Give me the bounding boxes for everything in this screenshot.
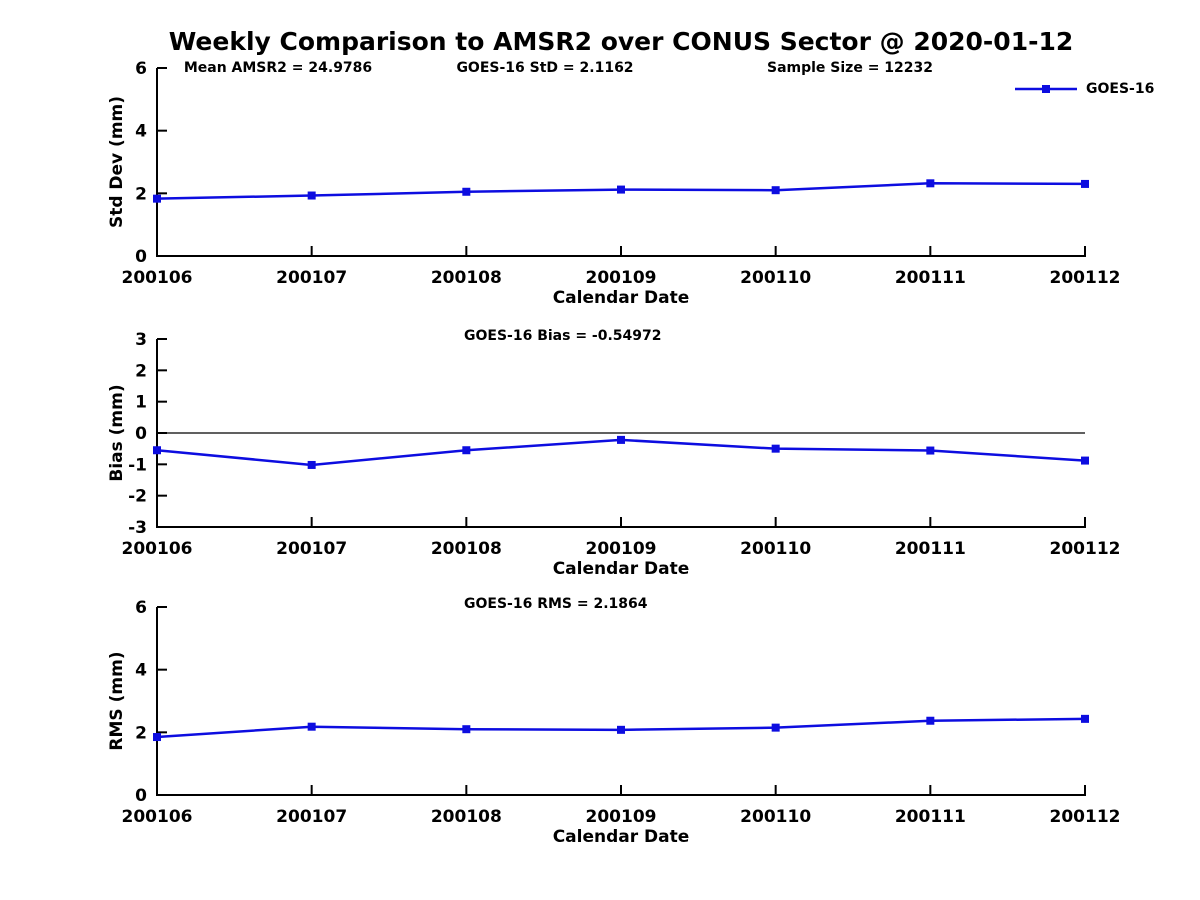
rms-x-tick-label: 200112 [1050, 807, 1121, 827]
rms-x-tick-label: 200111 [895, 807, 966, 827]
figure-title: Weekly Comparison to AMSR2 over CONUS Se… [168, 27, 1074, 56]
bias-y-tick-label: -2 [128, 487, 147, 507]
bias-data-marker [617, 435, 625, 444]
std-dev-data-marker [462, 187, 471, 196]
bias-x-tick-label: 200111 [895, 539, 966, 559]
bias-y-tick-label: 1 [135, 393, 147, 413]
std-dev-y-tick-label: 6 [135, 59, 147, 79]
rms-data-marker [771, 723, 780, 732]
bias-y-axis-label: Bias (mm) [107, 384, 127, 481]
chart-bias: -3 -2 -1 0 1 2 3 200106 200107 200108 200109 200110… [107, 330, 1120, 579]
bias-y-tick-label: 2 [135, 361, 147, 381]
rms-y-axis-label: RMS (mm) [107, 651, 127, 750]
bias-data-marker [926, 446, 935, 455]
bias-data-marker [307, 460, 316, 469]
std-dev-x-tick-label: 200106 [122, 268, 193, 288]
std-dev-x-tick-label: 200111 [895, 268, 966, 288]
bias-x-tick-label: 200108 [431, 539, 502, 559]
rms-x-tick-label: 200108 [431, 807, 502, 827]
legend: GOES-16 [1014, 81, 1154, 97]
rms-y-tick-label: 2 [135, 723, 147, 743]
std-dev-x-tick-label: 200109 [586, 268, 657, 288]
bias-x-tick-label: 200106 [122, 539, 193, 559]
rms-x-axis-label: Calendar Date [553, 827, 690, 847]
rms-data-marker [1081, 714, 1089, 723]
std-dev-x-tick-label: 200112 [1050, 268, 1121, 288]
bias-x-axis-label: Calendar Date [553, 559, 690, 579]
rms-x-tick-label: 200110 [740, 807, 811, 827]
std-dev-data-marker [307, 191, 316, 200]
rms-x-tick-label: 200109 [586, 807, 657, 827]
std-dev-x-tick-label: 200108 [431, 268, 502, 288]
std-dev-data-marker [617, 185, 625, 194]
std-dev-data-marker [771, 186, 780, 195]
chart-rms: 0 2 4 6 200106 200107 200108 200109 200110 200111… [107, 598, 1120, 847]
bias-x-tick-label: 200109 [586, 539, 657, 559]
annotation-mean-amsr2: Mean AMSR2 = 24.9786 [183, 60, 373, 76]
std-dev-data-marker [926, 179, 935, 188]
rms-y-tick-label: 6 [135, 598, 147, 618]
legend-line-marker-icon [1015, 85, 1077, 93]
bias-y-tick-label: 3 [135, 330, 147, 350]
annotation-sample-size: Sample Size = 12232 [766, 60, 934, 76]
rms-data-marker [307, 722, 316, 731]
rms-data-marker [462, 725, 471, 734]
bias-x-tick-label: 200112 [1050, 539, 1121, 559]
annotation-goes16-std: GOES-16 StD = 2.1162 [456, 60, 634, 76]
annotation-goes16-rms: GOES-16 RMS = 2.1864 [464, 596, 648, 612]
std-dev-y-tick-label: 4 [135, 122, 147, 142]
chart-std-dev: 0 2 4 6 200106 200107 200108 200109 200110 200111… [107, 59, 1120, 308]
bias-x-tick-label: 200107 [276, 539, 347, 559]
std-dev-y-axis-label: Std Dev (mm) [107, 96, 127, 228]
rms-data-marker [153, 733, 161, 742]
rms-data-marker [617, 725, 625, 734]
rms-y-tick-label: 0 [135, 786, 147, 806]
std-dev-y-tick-label: 0 [135, 247, 147, 267]
std-dev-data-marker [153, 194, 161, 203]
bias-data-marker [771, 444, 780, 453]
std-dev-x-axis-label: Calendar Date [553, 288, 690, 308]
bias-x-tick-label: 200110 [740, 539, 811, 559]
annotation-goes16-bias: GOES-16 Bias = -0.54972 [464, 328, 662, 344]
bias-data-marker [462, 446, 471, 455]
rms-x-tick-label: 200106 [122, 807, 193, 827]
std-dev-y-tick-label: 2 [135, 184, 147, 204]
std-dev-x-tick-label: 200107 [276, 268, 347, 288]
bias-y-tick-label: -1 [128, 455, 147, 475]
rms-y-tick-label: 4 [135, 661, 147, 681]
std-dev-x-tick-label: 200110 [740, 268, 811, 288]
bias-data-marker [153, 446, 161, 455]
std-dev-data-marker [1081, 179, 1089, 188]
bias-y-tick-label: -3 [128, 518, 147, 538]
bias-data-marker [1081, 456, 1089, 465]
rms-x-tick-label: 200107 [276, 807, 347, 827]
legend-series-label: GOES-16 [1086, 81, 1155, 97]
rms-data-marker [926, 716, 935, 725]
bias-y-tick-label: 0 [135, 424, 147, 444]
